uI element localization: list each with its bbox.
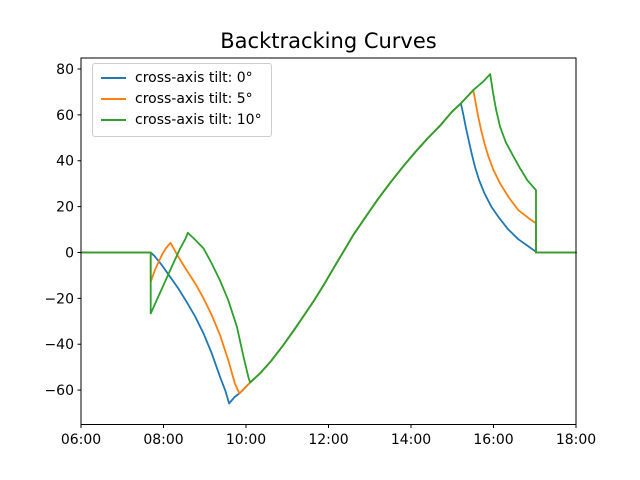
- y-tick-label: 20: [56, 200, 74, 216]
- y-tick-label: 60: [56, 108, 74, 124]
- x-tick-label: 16:00: [473, 432, 513, 448]
- legend-line-swatch: [101, 119, 126, 122]
- x-tick-label: 18:00: [556, 432, 596, 448]
- y-tick-label: −60: [44, 383, 74, 399]
- x-tick-label: 08:00: [143, 432, 183, 448]
- plot-series: [80, 73, 577, 405]
- axis-ticks: [77, 68, 577, 428]
- legend-line-swatch: [101, 76, 126, 79]
- legend-label: cross-axis tilt: 5°: [135, 91, 253, 108]
- x-tick-label: 14:00: [391, 432, 431, 448]
- legend-item: cross-axis tilt: 0°: [101, 67, 262, 88]
- y-tick-label: 80: [56, 62, 74, 78]
- x-tick-label: 12:00: [308, 432, 348, 448]
- legend-line-swatch: [101, 98, 126, 101]
- series-line-0: [80, 102, 577, 405]
- y-tick-label: 0: [65, 245, 74, 261]
- x-tick-label: 06:00: [61, 432, 101, 448]
- chart-title: Backtracking Curves: [220, 29, 436, 53]
- legend-label: cross-axis tilt: 10°: [135, 112, 262, 129]
- series-line-2: [80, 73, 577, 384]
- legend-item: cross-axis tilt: 5°: [101, 88, 262, 109]
- y-tick-label: 40: [56, 154, 74, 170]
- x-tick-label: 10:00: [226, 432, 266, 448]
- legend-label: cross-axis tilt: 0°: [135, 69, 253, 86]
- legend: cross-axis tilt: 0° cross-axis tilt: 5° cr…: [92, 63, 272, 138]
- y-tick-label: −40: [44, 337, 74, 353]
- axis-tick-labels: 06:00 08:00 10:00 12:00 14:00 16:00 18:00 80 60 4…: [44, 62, 596, 448]
- y-tick-label: −20: [44, 291, 74, 307]
- legend-item: cross-axis tilt: 10°: [101, 110, 262, 131]
